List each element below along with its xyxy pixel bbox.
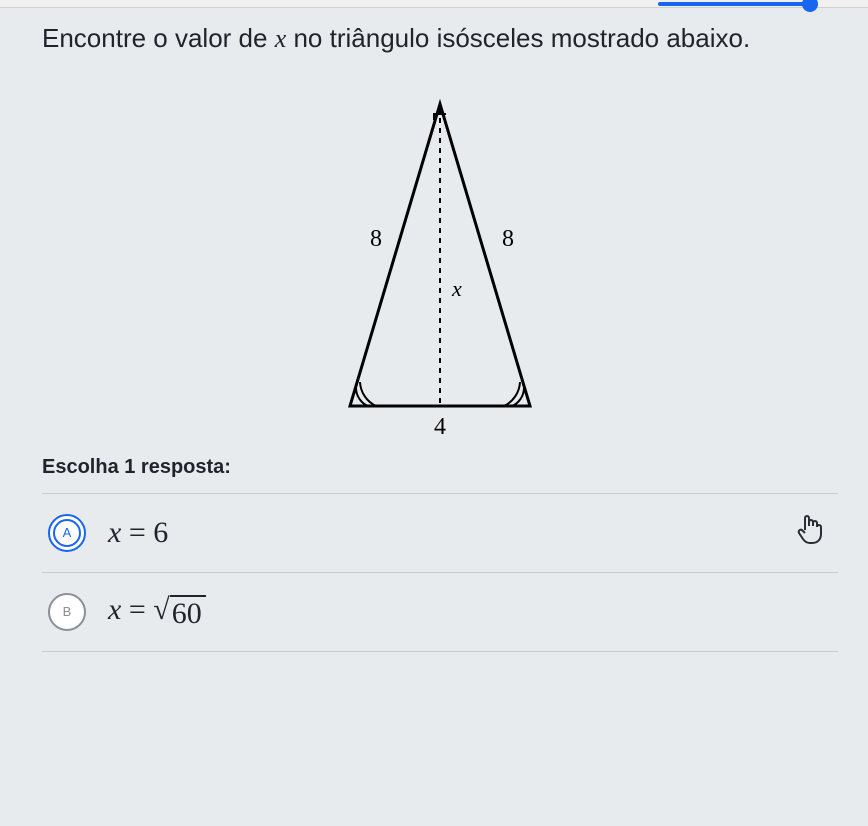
answer-a-var: x: [108, 516, 121, 549]
question-var: x: [275, 24, 287, 53]
answer-a-expression: x = 6: [108, 516, 168, 550]
radio-a-inner: A: [53, 519, 81, 547]
answer-a-val: 6: [153, 516, 168, 549]
choose-one-label: Escolha 1 resposta:: [42, 456, 838, 479]
answer-c-sqrt: √: [108, 670, 124, 700]
answer-option-c-partial[interactable]: √: [42, 652, 838, 704]
answer-a-eq: =: [121, 516, 153, 549]
answer-b-sqrt: √60: [153, 595, 205, 630]
radio-a[interactable]: A: [48, 514, 86, 552]
answer-b-expression: x = √60: [108, 593, 206, 630]
window-top-bar: [0, 0, 868, 8]
label-altitude: x: [451, 276, 462, 301]
answer-b-eq: =: [121, 593, 153, 626]
triangle-figure: 8 8 x 4: [310, 86, 570, 436]
label-base: 4: [434, 414, 446, 436]
answer-b-sqrt-arg: 60: [170, 595, 206, 630]
figure-container: 8 8 x 4: [42, 56, 838, 446]
pointer-cursor-icon: [796, 512, 826, 553]
question-content: Encontre o valor de x no triângulo isósc…: [0, 8, 868, 704]
answer-option-b[interactable]: B x = √60: [42, 573, 838, 652]
answer-option-a[interactable]: A x = 6: [42, 494, 838, 573]
sqrt-symbol-icon: √: [153, 595, 169, 625]
answer-c-partial-expression: √: [108, 668, 124, 702]
progress-slider-track[interactable]: [658, 2, 818, 6]
question-post: no triângulo isósceles mostrado abaixo.: [286, 23, 750, 53]
radio-a-letter: A: [63, 525, 72, 540]
label-right-side: 8: [502, 226, 514, 252]
label-left-side: 8: [370, 226, 382, 252]
question-text: Encontre o valor de x no triângulo isósc…: [42, 22, 838, 56]
answer-b-var: x: [108, 593, 121, 626]
question-pre: Encontre o valor de: [42, 23, 275, 53]
radio-b[interactable]: B: [48, 593, 86, 631]
radio-b-letter: B: [63, 604, 72, 619]
answer-list: A x = 6 B x = √60: [42, 493, 838, 652]
